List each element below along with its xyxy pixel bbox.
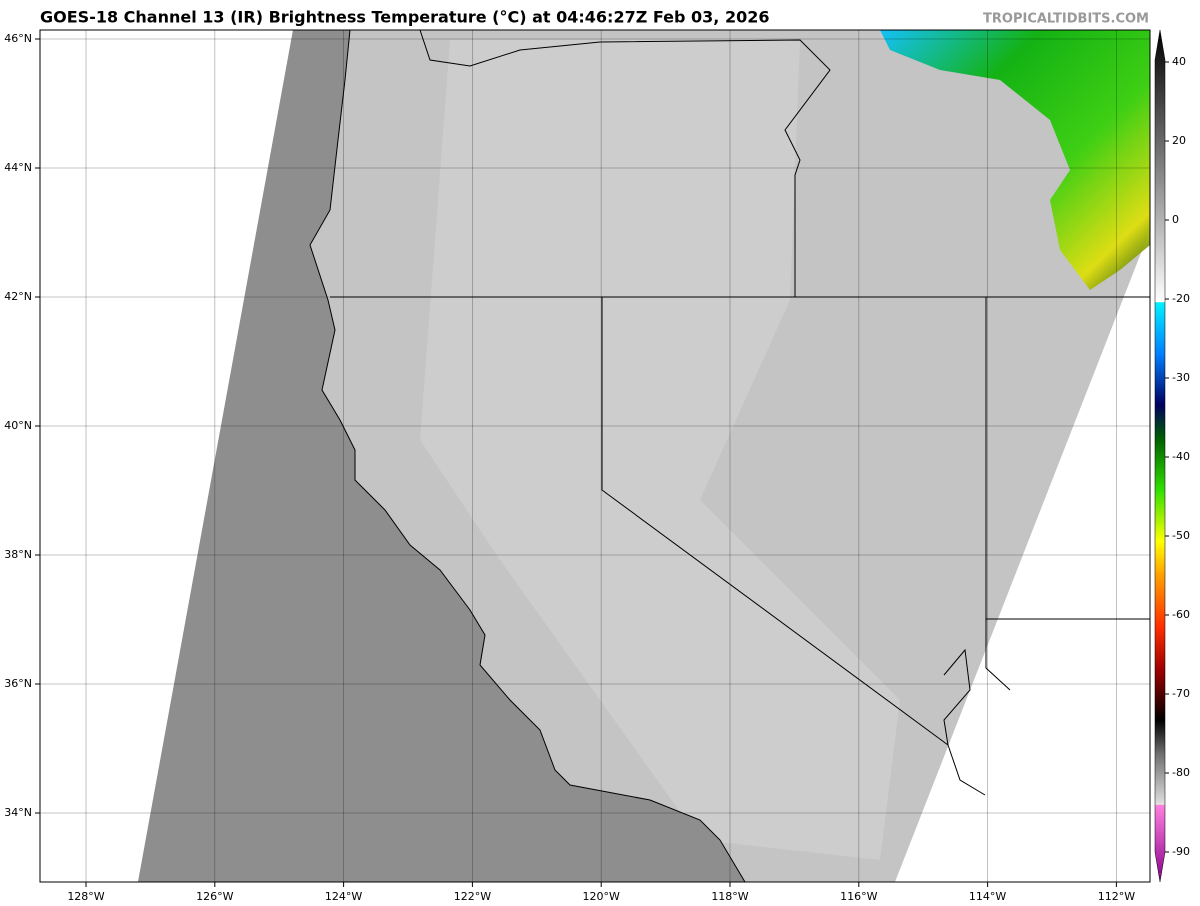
colorbar-label: -30	[1172, 371, 1190, 384]
lat-label: 36°N	[4, 677, 32, 690]
lon-label: 126°W	[196, 890, 233, 903]
coastline	[309, 30, 746, 882]
cloud-band	[880, 30, 1150, 290]
colorbar-label: -40	[1172, 450, 1190, 463]
map	[40, 30, 1150, 882]
state-border	[330, 296, 1150, 796]
watermark: TROPICALTIDBITS.COM	[983, 12, 1149, 27]
lat-label: 44°N	[4, 161, 32, 174]
colorbar-label: -70	[1172, 687, 1190, 700]
river	[943, 648, 971, 746]
colorbar-label: 40	[1172, 55, 1186, 68]
colorbar-label: -20	[1172, 292, 1190, 305]
colorbar-label: -90	[1172, 845, 1190, 858]
cold-land	[420, 40, 900, 860]
ocean	[138, 30, 745, 882]
colorbar-label: 0	[1172, 213, 1179, 226]
colorbar	[1154, 29, 1166, 883]
lon-label: 114°W	[969, 890, 1006, 903]
lon-label: 118°W	[711, 890, 748, 903]
title: GOES-18 Channel 13 (IR) Brightness Tempe…	[40, 8, 769, 27]
lon-label: 122°W	[454, 890, 491, 903]
lon-label: 120°W	[583, 890, 620, 903]
colorbar-label: -80	[1172, 766, 1190, 779]
lat-label: 34°N	[4, 806, 32, 819]
colorbar-label: -60	[1172, 608, 1190, 621]
lat-label: 42°N	[4, 290, 32, 303]
lat-label: 40°N	[4, 419, 32, 432]
colorbar-label: 20	[1172, 134, 1186, 147]
lon-label: 128°W	[67, 890, 104, 903]
lat-label: 38°N	[4, 548, 32, 561]
map-frame	[39, 29, 1151, 883]
colorbar-label: -50	[1172, 529, 1190, 542]
lon-label: 112°W	[1098, 890, 1135, 903]
lon-label: 116°W	[840, 890, 877, 903]
state-border	[419, 30, 831, 297]
lon-label: 124°W	[325, 890, 362, 903]
lat-label: 46°N	[4, 32, 32, 45]
